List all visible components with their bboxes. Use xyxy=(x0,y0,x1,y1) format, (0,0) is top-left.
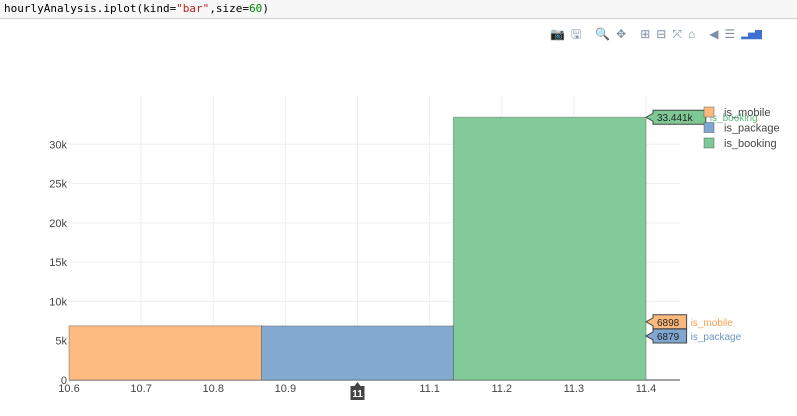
x-hover-label: 11 xyxy=(350,382,365,400)
y-tick-label: 5k xyxy=(55,336,67,348)
zoom-out-icon[interactable]: ⊟ xyxy=(656,27,667,41)
code-prefix: hourlyAnalysis.iplot(kind= xyxy=(4,2,177,15)
hover-label-value: 6898 xyxy=(657,318,680,329)
code-cell[interactable]: hourlyAnalysis.iplot(kind="bar",size=60) xyxy=(0,0,797,19)
x-tick-label: 10.9 xyxy=(275,383,296,395)
y-tick-label: 15k xyxy=(49,257,67,269)
hover-label-series: is_mobile xyxy=(691,318,734,329)
x-tick-label: 10.7 xyxy=(130,383,151,395)
bar-is-mobile[interactable] xyxy=(68,325,263,381)
hover-label-value: 33.441k xyxy=(657,113,694,124)
x-tick-label: 11.2 xyxy=(491,383,512,395)
legend-item-is-booking[interactable]: is_booking xyxy=(703,137,777,150)
camera-icon[interactable]: 📷 xyxy=(550,27,565,41)
save-icon[interactable]: 🖫 xyxy=(570,27,582,41)
legend-item-is-package[interactable]: is_package xyxy=(703,122,780,135)
y-tick-label: 25k xyxy=(49,179,67,191)
home-icon[interactable]: ⌂ xyxy=(687,27,696,41)
code-kind-value: "bar" xyxy=(176,2,210,15)
y-tick-label: 0 xyxy=(61,375,67,387)
x-tick-label: 10.8 xyxy=(203,383,224,395)
legend-swatch[interactable] xyxy=(703,106,715,118)
hover-label-box xyxy=(644,314,688,330)
bars xyxy=(68,116,647,381)
hover-labels: 33.441k is_booking 6898 is_mobile 6879 is_pac… xyxy=(644,109,758,344)
legend-swatch[interactable] xyxy=(703,137,715,149)
x-tick-label: 11.4 xyxy=(636,383,657,395)
code-mid: ,size= xyxy=(209,2,250,15)
hover-label-is-booking: 33.441k is_booking xyxy=(644,109,758,125)
axes: 0 5k 10k 15k 20k 25k 30k 10.6 10.7 10.8 10.9 11.1 11… xyxy=(49,139,656,400)
hover-label-box xyxy=(644,109,707,125)
zoom-in-icon[interactable]: ⊞ xyxy=(640,27,651,41)
hover-label-value: 6879 xyxy=(657,332,680,343)
x-hover-label-text: 11 xyxy=(352,389,363,400)
zoom-icon[interactable]: 🔍 xyxy=(595,27,611,41)
bar-is-booking[interactable] xyxy=(452,116,647,381)
legend-item-is-mobile[interactable]: is_mobile xyxy=(703,106,770,119)
legend-swatch[interactable] xyxy=(703,122,715,133)
autoscale-icon[interactable]: ⤧ xyxy=(672,27,682,41)
x-tick-label: 11.1 xyxy=(419,383,440,395)
hover-label-box xyxy=(644,328,688,344)
legend-label[interactable]: is_booking xyxy=(724,138,777,150)
bar-is-package[interactable] xyxy=(261,325,454,381)
code-suffix: ) xyxy=(262,2,269,15)
plotly-logo-icon[interactable]: ▂▅▇ xyxy=(741,29,762,39)
x-tick-label: 11.3 xyxy=(564,383,585,395)
code-line[interactable]: hourlyAnalysis.iplot(kind="bar",size=60) xyxy=(4,2,269,16)
x-tick-label: 10.6 xyxy=(58,383,79,395)
pan-icon[interactable]: ✥ xyxy=(616,27,627,41)
legend-label[interactable]: is_package xyxy=(724,123,780,135)
legend-label[interactable]: is_mobile xyxy=(724,107,770,119)
y-tick-label: 10k xyxy=(49,296,67,308)
hover-label-series: is_booking xyxy=(710,113,758,124)
code-size-value: 60 xyxy=(249,2,263,15)
x-hover-label-box xyxy=(350,382,365,400)
y-tick-label: 20k xyxy=(49,218,67,230)
hover-label-is-package: 6879 is_package xyxy=(644,328,742,344)
y-tick-label: 30k xyxy=(49,139,67,151)
hover-label-is-mobile: 6898 is_mobile xyxy=(644,314,734,330)
hover-closest-icon[interactable]: ◀ xyxy=(709,27,719,41)
hover-label-series: is_package xyxy=(691,332,742,343)
hover-compare-icon[interactable]: ☰ xyxy=(724,27,736,41)
plot-modebar: 📷 🖫 🔍 ✥ ⊞ ⊟ ⤧ ⌂ ◀ ☰ ▂▅▇ xyxy=(550,26,768,42)
